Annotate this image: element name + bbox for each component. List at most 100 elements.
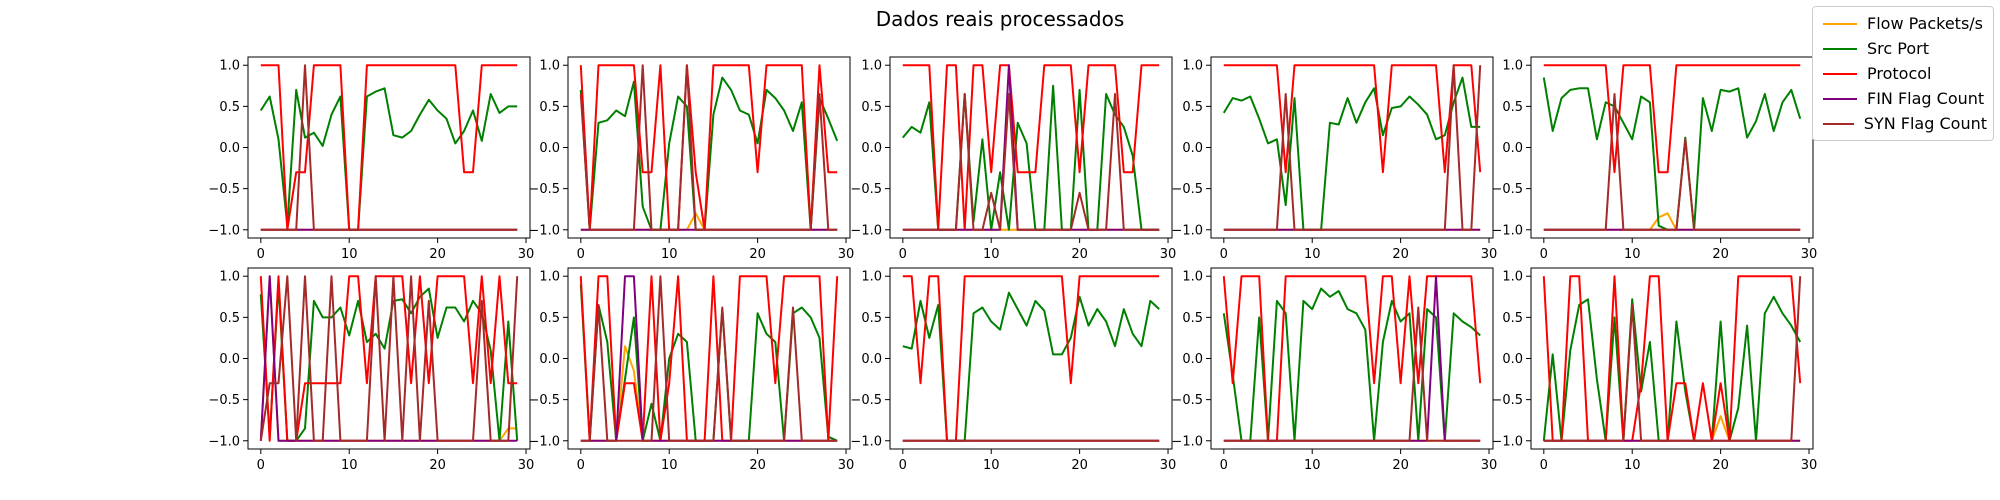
y-tick-label: 1.0 <box>539 59 560 74</box>
y-tick-label: −1.0 <box>1491 434 1523 449</box>
series-line-proto <box>902 64 1160 231</box>
y-tick-label: 1.0 <box>219 270 240 285</box>
legend-label: Flow Packets/s <box>1867 14 1984 33</box>
series-line-flow <box>1543 415 1801 442</box>
y-tick-label: 0.5 <box>539 311 560 326</box>
y-tick-label: 0.5 <box>539 100 560 115</box>
y-tick-label: 0.0 <box>1502 352 1523 367</box>
x-tick-label: 0 <box>257 247 265 262</box>
x-tick-label: 0 <box>577 247 585 262</box>
x-tick-label: 10 <box>341 458 358 473</box>
y-tick-label: 1.0 <box>1502 270 1523 285</box>
series-line-proto <box>260 64 518 231</box>
subplot-4: 0 10 20 30 1.0 0.5 0.0 −0.5 −1.0 <box>1171 56 1498 262</box>
y-tick-label: 1.0 <box>1182 270 1203 285</box>
x-tick-label: 30 <box>838 458 855 473</box>
series-line-src <box>1542 77 1802 231</box>
axes-frame <box>889 267 1173 450</box>
series-line-fin <box>259 275 518 442</box>
legend-item-syn: SYN Flag Count <box>1819 111 1987 136</box>
y-tick-label: 0.0 <box>861 352 882 367</box>
series-line-src <box>1222 287 1481 442</box>
subplot-6: 0 10 20 30 1.0 0.5 0.0 −0.5 −1.0 <box>208 267 535 473</box>
y-tick-label: −1.0 <box>850 223 882 238</box>
legend-label: FIN Flag Count <box>1867 89 1985 108</box>
series-line-flow <box>580 212 838 231</box>
y-tick-label: 0.0 <box>1182 352 1203 367</box>
series-line-proto <box>1542 275 1802 442</box>
y-tick-label: 0.0 <box>219 141 240 156</box>
y-tick-label: −0.5 <box>1491 393 1523 408</box>
series-line-syn <box>1223 306 1481 442</box>
axes-frame <box>1530 56 1814 239</box>
y-tick-label: 0.5 <box>861 100 882 115</box>
x-tick-label: 20 <box>429 247 446 262</box>
legend-label: Src Port <box>1867 39 1929 58</box>
y-tick-label: −0.5 <box>208 182 240 197</box>
series-line-proto <box>259 275 518 442</box>
series-line-flow <box>1543 212 1801 231</box>
legend-item-fin: FIN Flag Count <box>1819 86 1987 111</box>
x-tick-label: 30 <box>518 458 535 473</box>
x-tick-label: 0 <box>899 458 907 473</box>
x-tick-label: 30 <box>1160 247 1177 262</box>
y-tick-label: −1.0 <box>1171 223 1203 238</box>
y-tick-label: 0.0 <box>219 352 240 367</box>
x-tick-label: 10 <box>661 247 678 262</box>
y-tick-label: −0.5 <box>528 393 560 408</box>
x-tick-label: 30 <box>1481 247 1498 262</box>
y-tick-label: −1.0 <box>208 434 240 449</box>
y-tick-label: 0.0 <box>1182 141 1203 156</box>
x-tick-label: 10 <box>1304 247 1321 262</box>
x-tick-label: 10 <box>983 458 1000 473</box>
legend-label: SYN Flag Count <box>1863 114 1987 133</box>
x-tick-label: 20 <box>1712 247 1729 262</box>
series-line-syn <box>260 64 518 231</box>
y-tick-label: −1.0 <box>528 434 560 449</box>
legend-swatch <box>1823 122 1854 125</box>
x-tick-label: 30 <box>518 247 535 262</box>
y-tick-label: 0.5 <box>1502 100 1523 115</box>
x-tick-label: 10 <box>1304 458 1321 473</box>
y-tick-label: 1.0 <box>1182 59 1203 74</box>
y-tick-label: 0.0 <box>539 352 560 367</box>
series-line-proto <box>1543 64 1801 174</box>
legend-swatch <box>1823 97 1857 100</box>
series-line-src <box>1542 295 1802 442</box>
y-tick-label: 0.5 <box>861 311 882 326</box>
y-tick-label: 0.5 <box>219 311 240 326</box>
series-line-src <box>579 76 839 231</box>
series-line-syn <box>580 275 838 442</box>
subplot-2: 0 10 20 30 1.0 0.5 0.0 −0.5 −1.0 <box>528 56 854 262</box>
x-tick-label: 20 <box>1392 247 1409 262</box>
y-tick-label: 1.0 <box>539 270 560 285</box>
legend-swatch <box>1823 72 1857 75</box>
y-tick-label: −1.0 <box>850 434 882 449</box>
y-tick-label: 1.0 <box>219 59 240 74</box>
y-tick-label: 0.0 <box>539 141 560 156</box>
x-tick-label: 10 <box>983 247 1000 262</box>
legend-item-flow: Flow Packets/s <box>1819 11 1987 36</box>
legend-swatch <box>1823 47 1857 50</box>
x-tick-label: 30 <box>1801 247 1818 262</box>
series-line-proto <box>1223 64 1482 174</box>
x-tick-label: 20 <box>429 458 446 473</box>
series-line-syn <box>1543 276 1802 442</box>
x-tick-label: 0 <box>1220 247 1228 262</box>
x-tick-label: 20 <box>1392 458 1409 473</box>
y-tick-label: −1.0 <box>528 223 560 238</box>
subplot-3: 0 10 20 30 1.0 0.5 0.0 −0.5 −1.0 <box>850 56 1177 262</box>
x-tick-label: 30 <box>1481 458 1498 473</box>
x-tick-label: 0 <box>1220 458 1228 473</box>
x-tick-label: 10 <box>1624 458 1641 473</box>
series-line-proto <box>579 275 839 442</box>
y-tick-label: 0.5 <box>1182 100 1203 115</box>
y-tick-label: −0.5 <box>1491 182 1523 197</box>
y-tick-label: 1.0 <box>861 270 882 285</box>
legend-label: Protocol <box>1867 64 1932 83</box>
series-line-src <box>1222 76 1481 231</box>
x-tick-label: 10 <box>661 458 678 473</box>
series-line-proto <box>1222 275 1482 442</box>
y-tick-label: −0.5 <box>528 182 560 197</box>
